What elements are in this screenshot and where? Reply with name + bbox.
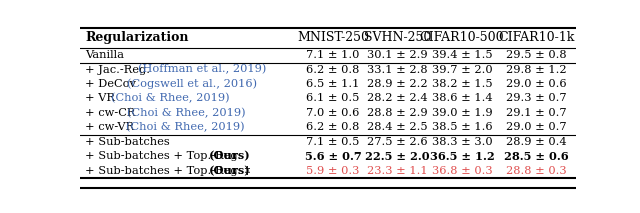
- Text: MNIST-250: MNIST-250: [297, 31, 369, 44]
- Text: 28.4 ± 2.5: 28.4 ± 2.5: [367, 122, 428, 132]
- Text: 28.5 ± 0.6: 28.5 ± 0.6: [504, 151, 568, 162]
- Text: 28.8 ± 2.9: 28.8 ± 2.9: [367, 108, 428, 118]
- Text: 36.5 ± 1.2: 36.5 ± 1.2: [429, 151, 494, 162]
- Text: 7.1 ± 0.5: 7.1 ± 0.5: [307, 137, 360, 147]
- Text: 28.9 ± 2.2: 28.9 ± 2.2: [367, 79, 428, 89]
- Text: (Hoffman et al., 2019): (Hoffman et al., 2019): [138, 64, 266, 75]
- Text: + cw-VR: + cw-VR: [85, 122, 138, 132]
- Text: 29.0 ± 0.7: 29.0 ± 0.7: [506, 122, 566, 132]
- Text: 39.0 ± 1.9: 39.0 ± 1.9: [431, 108, 492, 118]
- Text: 6.2 ± 0.8: 6.2 ± 0.8: [307, 65, 360, 75]
- Text: 29.1 ± 0.7: 29.1 ± 0.7: [506, 108, 566, 118]
- Text: + Sub-batches: + Sub-batches: [85, 137, 170, 147]
- Text: (Choi & Rhee, 2019): (Choi & Rhee, 2019): [111, 93, 230, 104]
- Text: 29.3 ± 0.7: 29.3 ± 0.7: [506, 93, 566, 103]
- Text: 5.6 ± 0.7: 5.6 ± 0.7: [305, 151, 362, 162]
- Text: ‡: ‡: [241, 166, 251, 176]
- Text: 39.4 ± 1.5: 39.4 ± 1.5: [431, 50, 492, 60]
- Text: 23.3 ± 1.1: 23.3 ± 1.1: [367, 166, 428, 176]
- Text: + VR: + VR: [85, 93, 118, 103]
- Text: 6.5 ± 1.1: 6.5 ± 1.1: [307, 79, 360, 89]
- Text: 38.6 ± 1.4: 38.6 ± 1.4: [431, 93, 492, 103]
- Text: 33.1 ± 2.8: 33.1 ± 2.8: [367, 65, 428, 75]
- Text: CIFAR10-500: CIFAR10-500: [420, 31, 504, 44]
- Text: Regularization: Regularization: [85, 31, 188, 44]
- Text: 38.3 ± 3.0: 38.3 ± 3.0: [431, 137, 492, 147]
- Text: 7.1 ± 1.0: 7.1 ± 1.0: [307, 50, 360, 60]
- Text: 36.8 ± 0.3: 36.8 ± 0.3: [431, 166, 492, 176]
- Text: 39.7 ± 2.0: 39.7 ± 2.0: [431, 65, 492, 75]
- Text: 38.2 ± 1.5: 38.2 ± 1.5: [431, 79, 492, 89]
- Text: + Sub-batches + Top.-Reg.: + Sub-batches + Top.-Reg.: [85, 166, 245, 176]
- Text: 6.1 ± 0.5: 6.1 ± 0.5: [307, 93, 360, 103]
- Text: 7.0 ± 0.6: 7.0 ± 0.6: [307, 108, 360, 118]
- Text: (Ours): (Ours): [209, 151, 251, 162]
- Text: 22.5 ± 2.0: 22.5 ± 2.0: [365, 151, 429, 162]
- Text: 29.8 ± 1.2: 29.8 ± 1.2: [506, 65, 566, 75]
- Text: + Jac.-Reg.: + Jac.-Reg.: [85, 65, 154, 75]
- Text: 28.9 ± 0.4: 28.9 ± 0.4: [506, 137, 566, 147]
- Text: 38.5 ± 1.6: 38.5 ± 1.6: [431, 122, 492, 132]
- Text: CIFAR10-1k: CIFAR10-1k: [498, 31, 575, 44]
- Text: (Ours): (Ours): [209, 165, 251, 176]
- Text: (Choi & Rhee, 2019): (Choi & Rhee, 2019): [127, 108, 245, 118]
- Text: 28.2 ± 2.4: 28.2 ± 2.4: [367, 93, 428, 103]
- Text: (Choi & Rhee, 2019): (Choi & Rhee, 2019): [126, 122, 244, 132]
- Text: + cw-CR: + cw-CR: [85, 108, 139, 118]
- Text: 28.8 ± 0.3: 28.8 ± 0.3: [506, 166, 566, 176]
- Text: 30.1 ± 2.9: 30.1 ± 2.9: [367, 50, 428, 60]
- Text: (Cogswell et al., 2016): (Cogswell et al., 2016): [127, 79, 257, 89]
- Text: 5.9 ± 0.3: 5.9 ± 0.3: [307, 166, 360, 176]
- Text: SVHN-250: SVHN-250: [364, 31, 431, 44]
- Text: 29.5 ± 0.8: 29.5 ± 0.8: [506, 50, 566, 60]
- Text: Vanilla: Vanilla: [85, 50, 124, 60]
- Text: + Sub-batches + Top.-Reg.: + Sub-batches + Top.-Reg.: [85, 151, 245, 161]
- Text: + DeCov: + DeCov: [85, 79, 140, 89]
- Text: 27.5 ± 2.6: 27.5 ± 2.6: [367, 137, 428, 147]
- Text: 6.2 ± 0.8: 6.2 ± 0.8: [307, 122, 360, 132]
- Text: 29.0 ± 0.6: 29.0 ± 0.6: [506, 79, 566, 89]
